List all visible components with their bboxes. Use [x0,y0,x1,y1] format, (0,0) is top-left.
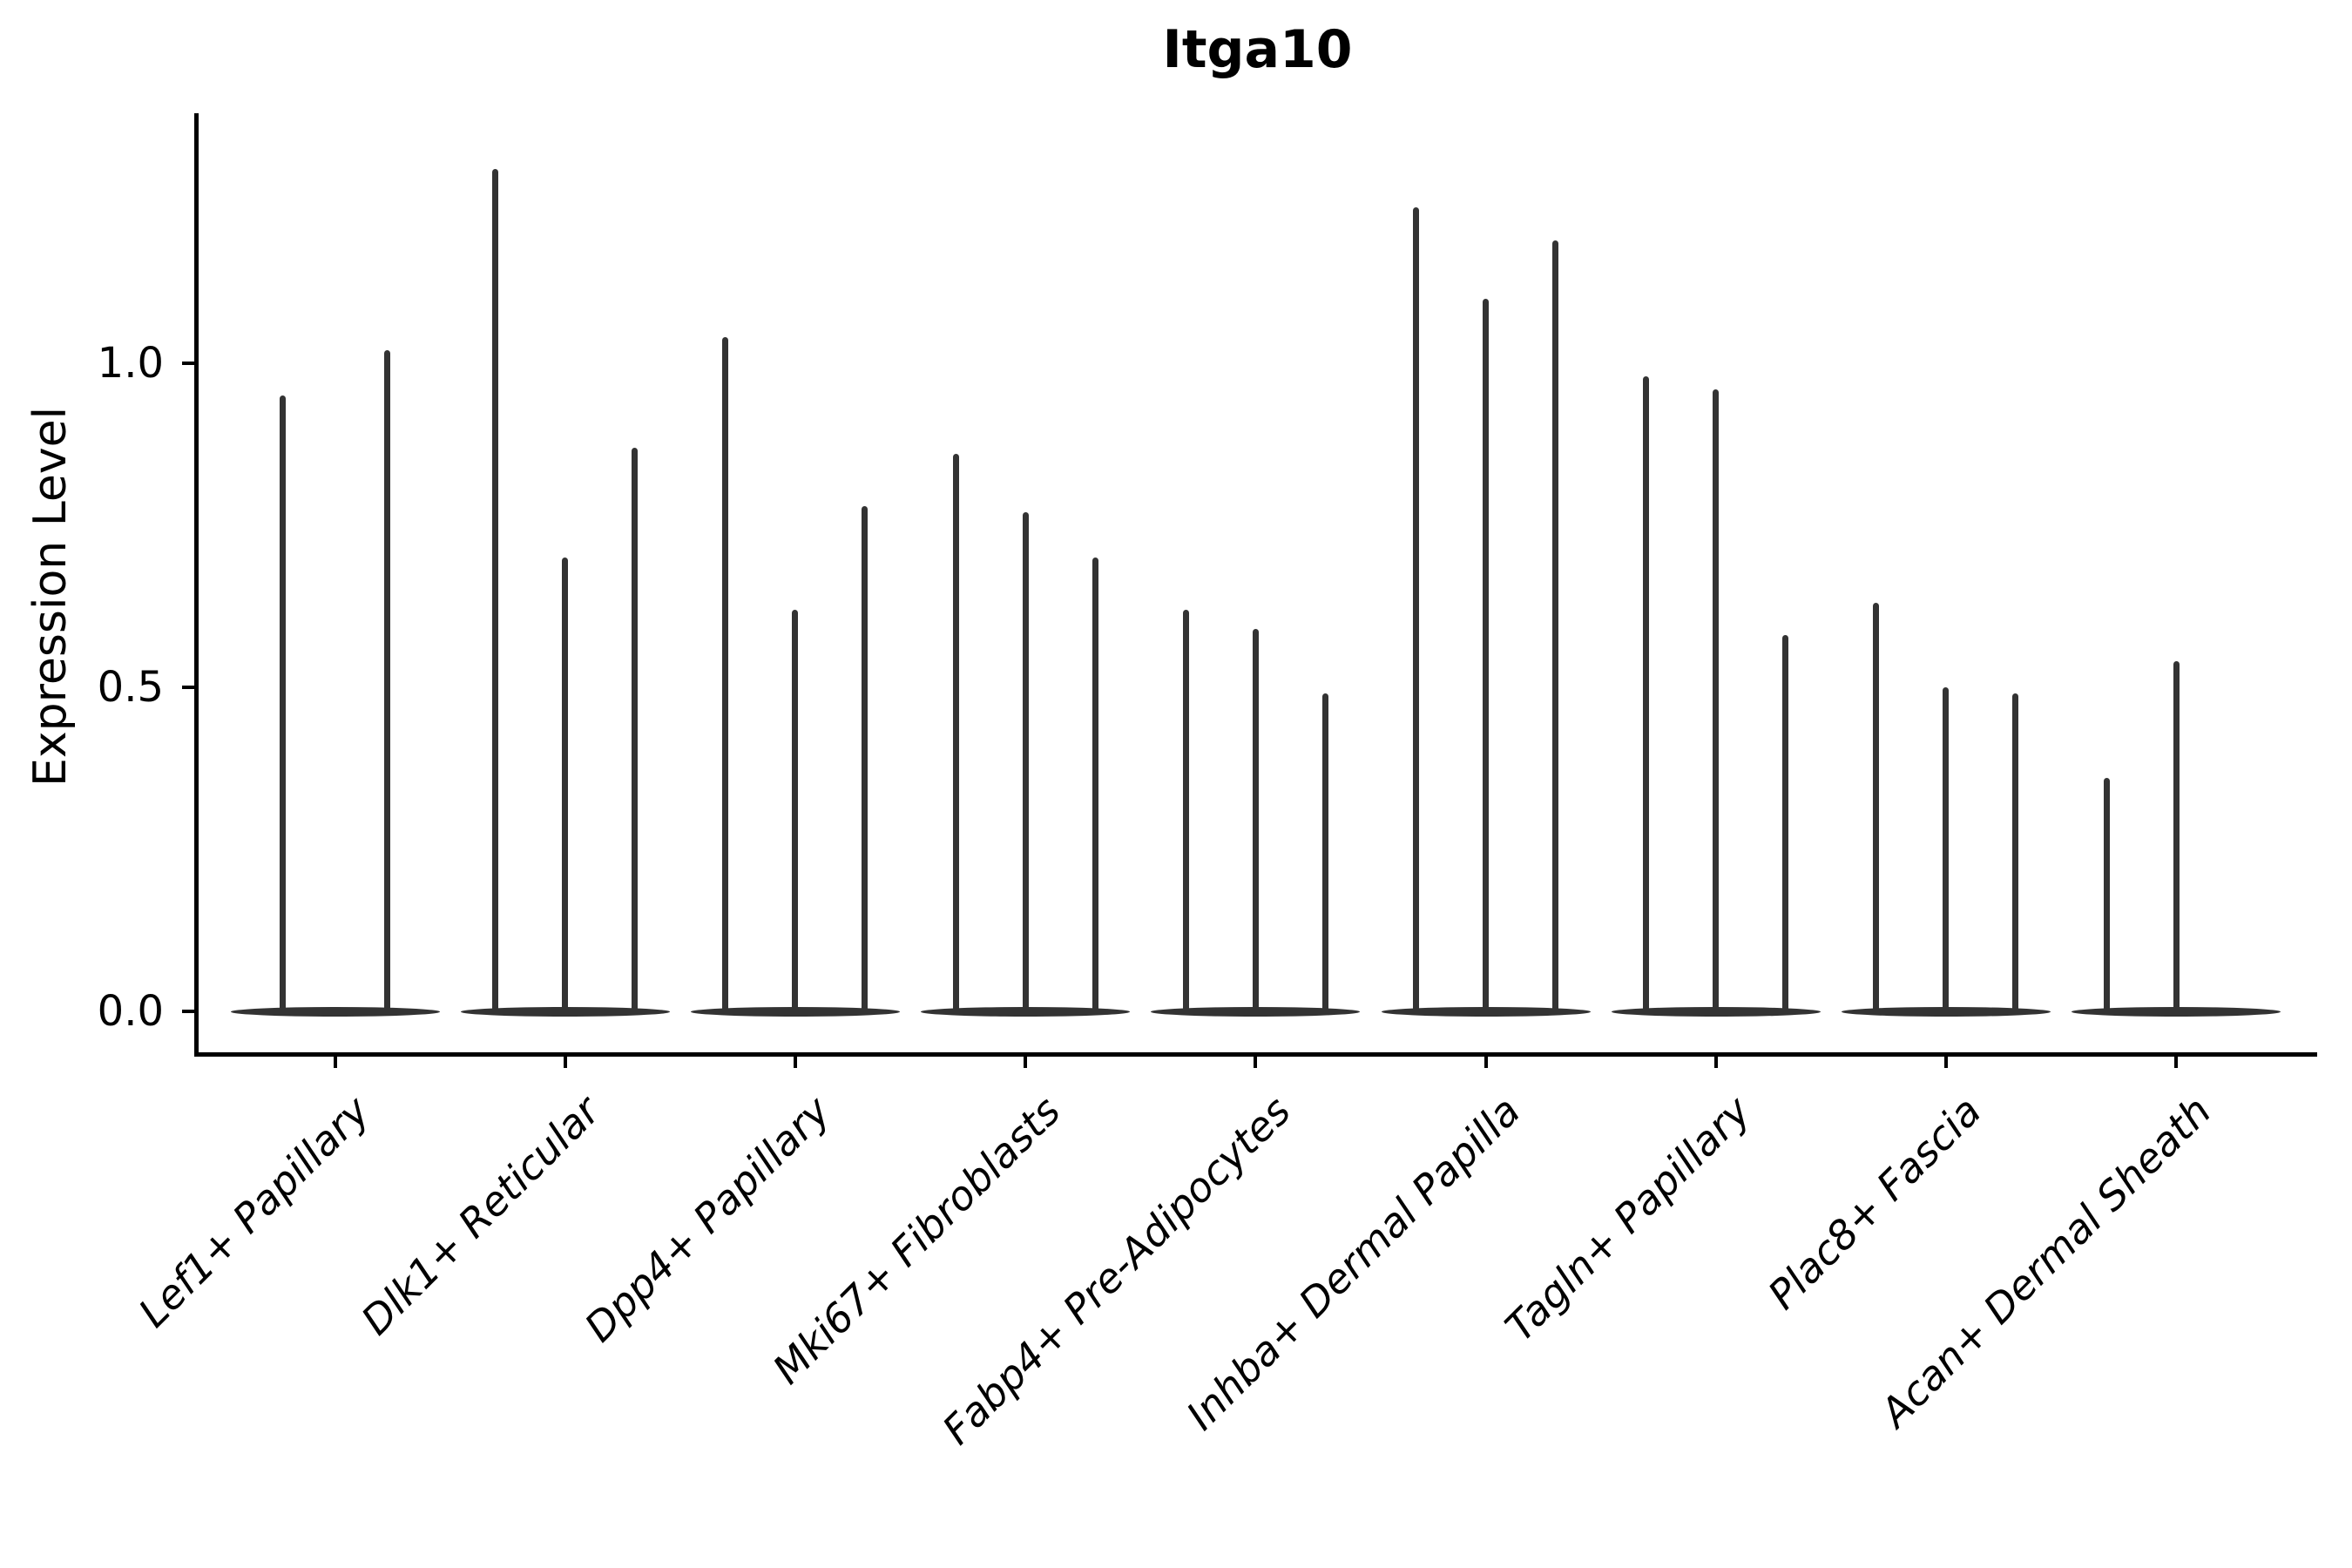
violin-spike [722,337,729,1011]
y-tick-mark [182,686,198,689]
violin-spike [492,168,499,1011]
x-tick-mark [2174,1052,2179,1068]
y-tick-label: 1.0 [97,339,164,388]
violin-base [1611,1006,1821,1017]
x-tick-label: Dlk1+ Reticular [352,1087,609,1344]
violin-spike [1252,629,1259,1011]
violin-spike [1022,512,1029,1011]
violin-spike [1182,609,1189,1011]
x-tick-mark [563,1052,567,1068]
x-tick-label: Tagln+ Papillary [1496,1087,1760,1351]
x-tick-label: Plac8+ Fascia [1758,1087,1990,1319]
x-tick-mark [1484,1052,1488,1068]
violin-spike [280,395,286,1011]
x-tick-label: Lef1+ Papillary [129,1087,379,1336]
y-axis-label: Expression Level [24,406,77,787]
violin-base [2072,1006,2281,1017]
violin-spike [1873,603,1880,1011]
violin-spike [1413,207,1419,1011]
violin-base [1151,1006,1361,1017]
violin-spike [1092,558,1098,1011]
violin-spike [562,558,569,1011]
x-tick-mark [1713,1052,1718,1068]
violin-spike [2103,778,2110,1011]
violin-base [690,1006,900,1017]
violin-base [1381,1006,1591,1017]
violin-spike [1643,375,1650,1011]
violin-spike [952,454,959,1011]
violin-base [230,1006,440,1017]
violin-spike [792,609,799,1011]
y-tick-label: 0.0 [97,987,164,1036]
violin-spike [1552,240,1558,1011]
violin-spike [1713,389,1720,1011]
violin-base [1841,1006,2051,1017]
x-tick-mark [333,1052,337,1068]
x-tick-mark [1024,1052,1028,1068]
violin-spike [632,447,639,1011]
y-tick-label: 0.5 [97,663,164,712]
violin-spike [1321,693,1328,1011]
y-tick-mark [182,1010,198,1013]
x-tick-mark [793,1052,797,1068]
violin-base [921,1006,1131,1017]
violin-spike [2173,661,2180,1011]
violin-spike [1943,687,1950,1011]
x-tick-mark [1943,1052,1948,1068]
y-tick-mark [182,362,198,365]
plot-title: Itga10 [1162,19,1353,80]
left-spine [194,113,199,1057]
violin-spike [862,505,868,1011]
x-tick-label: Dpp4+ Papillary [575,1087,840,1351]
x-tick-mark [1254,1052,1258,1068]
violin-spike [2012,693,2019,1011]
violin-spike [1483,298,1489,1011]
violin-spike [384,350,390,1011]
violin-base [460,1006,670,1017]
violin-spike [1782,635,1789,1011]
